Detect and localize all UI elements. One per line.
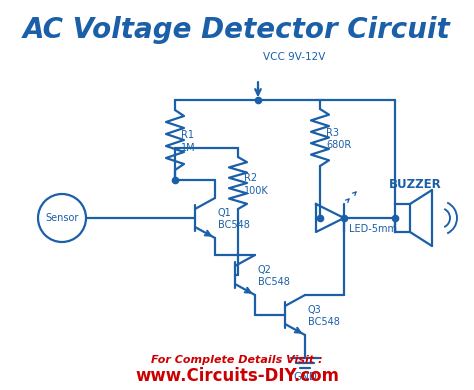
Text: GND: GND [293, 372, 317, 382]
Text: 680R: 680R [326, 140, 351, 151]
Text: BC548: BC548 [218, 220, 250, 230]
Text: BUZZER: BUZZER [389, 178, 441, 191]
Text: Q3: Q3 [308, 305, 322, 315]
Text: BC548: BC548 [258, 277, 290, 287]
Text: LED-5mm: LED-5mm [349, 224, 397, 234]
Text: Q2: Q2 [258, 265, 272, 275]
Text: Sensor: Sensor [46, 213, 79, 223]
Text: R2: R2 [244, 173, 257, 183]
Text: R1: R1 [181, 130, 194, 140]
Text: AC Voltage Detector Circuit: AC Voltage Detector Circuit [23, 16, 451, 44]
Text: 1M: 1M [181, 143, 196, 153]
Bar [395, 204, 410, 232]
Text: 100K: 100K [244, 186, 269, 196]
Text: BC548: BC548 [308, 317, 340, 327]
Text: For Complete Details Visit :: For Complete Details Visit : [151, 355, 323, 365]
Text: VCC 9V-12V: VCC 9V-12V [263, 52, 325, 62]
Text: R3: R3 [326, 128, 339, 138]
Text: Q1: Q1 [218, 208, 232, 218]
Text: www.Circuits-DIY.com: www.Circuits-DIY.com [135, 367, 339, 385]
